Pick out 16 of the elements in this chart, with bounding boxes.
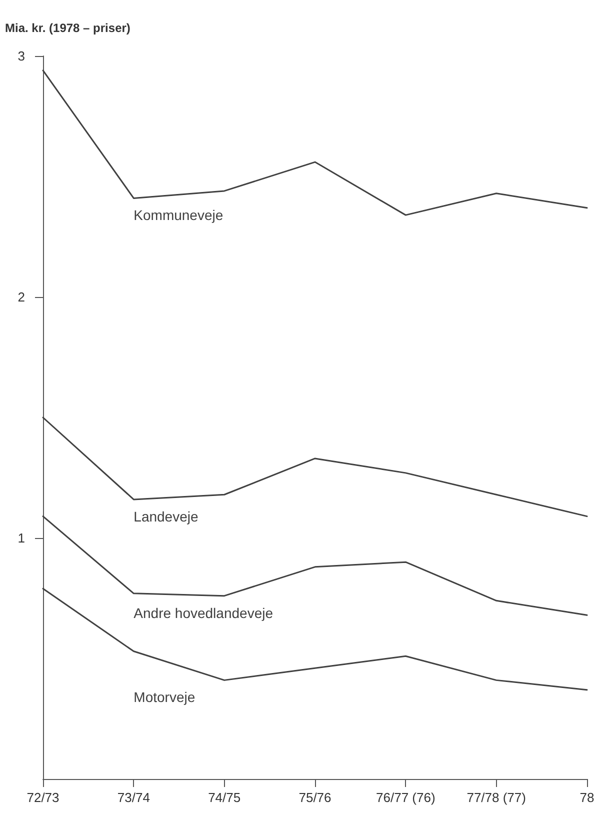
y-axis-title: Mia. kr. (1978 – priser) <box>5 21 130 35</box>
x-tick-label: 75/76 <box>298 790 332 805</box>
series-label: Motorveje <box>134 689 196 706</box>
x-tick-label: 73/74 <box>117 790 150 805</box>
x-tick-label: 72/73 <box>26 790 60 805</box>
y-tick-label: 1 <box>18 530 25 546</box>
y-tick-label: 3 <box>18 48 25 64</box>
series-label: Landeveje <box>134 508 198 524</box>
line-series <box>42 588 588 691</box>
x-tick-label: 78 <box>580 790 594 805</box>
y-tick-label: 2 <box>18 290 25 304</box>
series-label: Kommuneveje <box>134 207 224 224</box>
series-label: Andre hovedlandeveje <box>134 604 274 621</box>
x-tick-label: 77/78 (77) <box>466 790 526 805</box>
x-tick-label: 74/75 <box>208 790 241 805</box>
x-tick-label: 76/77 (76) <box>376 790 436 805</box>
